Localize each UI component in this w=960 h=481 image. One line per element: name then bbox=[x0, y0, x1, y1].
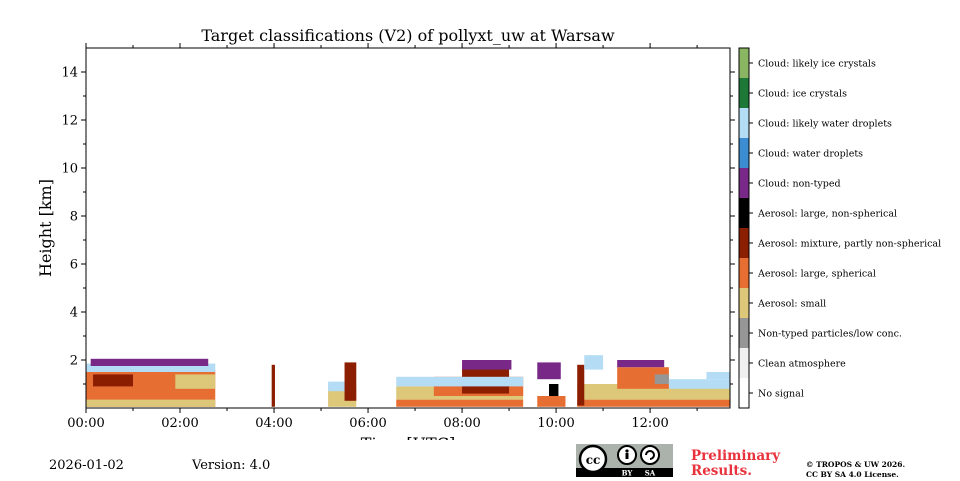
colorbar-label: Cloud: likely ice crystals bbox=[758, 59, 876, 70]
preliminary-line2: Results. bbox=[691, 463, 752, 479]
classification-cell bbox=[328, 381, 345, 392]
plot-area bbox=[85, 47, 731, 409]
classification-cell bbox=[549, 384, 559, 396]
classification-cell bbox=[396, 399, 524, 407]
copyright-notice: © TROPOS & UW 2026. CC BY SA 4.0 License… bbox=[806, 460, 905, 480]
colorbar-swatch bbox=[739, 318, 749, 348]
classification-cell bbox=[584, 355, 604, 370]
colorbar-label: Aerosol: small bbox=[757, 299, 826, 310]
colorbar-swatch bbox=[739, 48, 749, 78]
colorbar-swatch bbox=[739, 228, 749, 258]
plot-background bbox=[86, 48, 730, 408]
x-tick-label: 08:00 bbox=[443, 416, 480, 431]
x-tick-label: 06:00 bbox=[349, 416, 386, 431]
classification-cell bbox=[668, 379, 730, 389]
x-tick-label: 10:00 bbox=[537, 416, 574, 431]
classification-cell bbox=[93, 374, 134, 387]
classification-cell bbox=[462, 360, 512, 370]
colorbar-label: Cloud: ice crystals bbox=[758, 89, 847, 100]
colorbar-label: No signal bbox=[758, 389, 804, 400]
y-tick-label: 10 bbox=[61, 162, 78, 177]
colorbar-label: Aerosol: large, spherical bbox=[757, 269, 876, 280]
copyright-line2: CC BY SA 4.0 License. bbox=[806, 470, 899, 479]
y-tick-label: 14 bbox=[61, 66, 78, 81]
classification-cell bbox=[86, 363, 216, 372]
colorbar-swatch bbox=[739, 138, 749, 168]
classification-cell bbox=[90, 358, 209, 366]
colorbar-swatch bbox=[739, 288, 749, 318]
classification-cell bbox=[537, 362, 561, 380]
colorbar-label: Aerosol: large, non-spherical bbox=[757, 209, 897, 220]
version-label: Version: 4.0 bbox=[192, 458, 271, 473]
classification-cell bbox=[271, 364, 275, 407]
x-tick-label: 02:00 bbox=[161, 416, 198, 431]
classification-cell bbox=[396, 376, 524, 387]
colorbar-label: Cloud: water droplets bbox=[758, 149, 863, 160]
colorbar-swatch bbox=[739, 108, 749, 138]
colorbar-label: Non-typed particles/low conc. bbox=[758, 329, 902, 340]
classification-cell bbox=[577, 364, 585, 406]
colorbar-legend: Cloud: likely ice crystals Cloud: ice cry… bbox=[738, 47, 941, 409]
share-alike-icon bbox=[640, 445, 660, 465]
y-tick-label: 4 bbox=[70, 306, 78, 321]
y-tick-label: 8 bbox=[70, 210, 78, 225]
classification-cell bbox=[175, 374, 216, 389]
preliminary-line1: Preliminary bbox=[691, 448, 781, 464]
x-axis-label: Time [UTC] bbox=[361, 434, 455, 440]
sa-text: SA bbox=[645, 469, 656, 478]
x-tick-label: 00:00 bbox=[67, 416, 104, 431]
y-axis: 2 4 6 8 10 12 14 bbox=[61, 66, 735, 385]
classification-cell bbox=[86, 399, 216, 407]
plot-frame bbox=[85, 47, 731, 409]
y-tick-label: 2 bbox=[70, 354, 78, 369]
colorbar-swatch bbox=[739, 378, 749, 408]
classification-cell bbox=[706, 372, 730, 380]
y-tick-label: 12 bbox=[61, 114, 78, 129]
cc-icon-text: cc bbox=[586, 453, 601, 467]
y-axis-label: Height [km] bbox=[36, 179, 55, 277]
colorbar-label: Clean atmosphere bbox=[758, 359, 846, 370]
cc-by-sa-badge: cc BY SA bbox=[576, 444, 673, 478]
classification-cell bbox=[617, 360, 665, 368]
target-classification-chart: Target classifications (V2) of pollyxt_u… bbox=[36, 26, 941, 440]
preliminary-notice: Preliminary Results. bbox=[691, 449, 780, 479]
colorbar-label: Cloud: likely water droplets bbox=[758, 119, 892, 130]
colorbar-swatch bbox=[739, 258, 749, 288]
cc-license-icon: cc BY SA bbox=[576, 444, 673, 478]
colorbar-label: Aerosol: mixture, partly non-spherical bbox=[757, 239, 941, 250]
x-tick-label: 04:00 bbox=[255, 416, 292, 431]
colorbar-swatch bbox=[739, 348, 749, 378]
colorbar-swatch bbox=[739, 78, 749, 108]
y-tick-label: 6 bbox=[70, 258, 78, 273]
colorbar-swatch bbox=[739, 168, 749, 198]
copyright-line1: © TROPOS & UW 2026. bbox=[806, 460, 906, 469]
date-label: 2026-01-02 bbox=[49, 458, 124, 473]
colorbar-label: Cloud: non-typed bbox=[758, 179, 841, 190]
classification-cell bbox=[537, 396, 566, 407]
chart-title: Target classifications (V2) of pollyxt_u… bbox=[201, 26, 615, 45]
x-axis: 00:00 02:00 04:00 06:00 08:00 10:00 12:00 bbox=[67, 43, 698, 431]
colorbar-frame bbox=[738, 47, 750, 409]
classification-cell bbox=[577, 399, 730, 407]
by-text: BY bbox=[622, 469, 634, 478]
colorbar-swatch bbox=[739, 198, 749, 228]
x-tick-label: 12:00 bbox=[631, 416, 668, 431]
classification-cell bbox=[654, 374, 669, 384]
classification-cell bbox=[344, 362, 357, 401]
